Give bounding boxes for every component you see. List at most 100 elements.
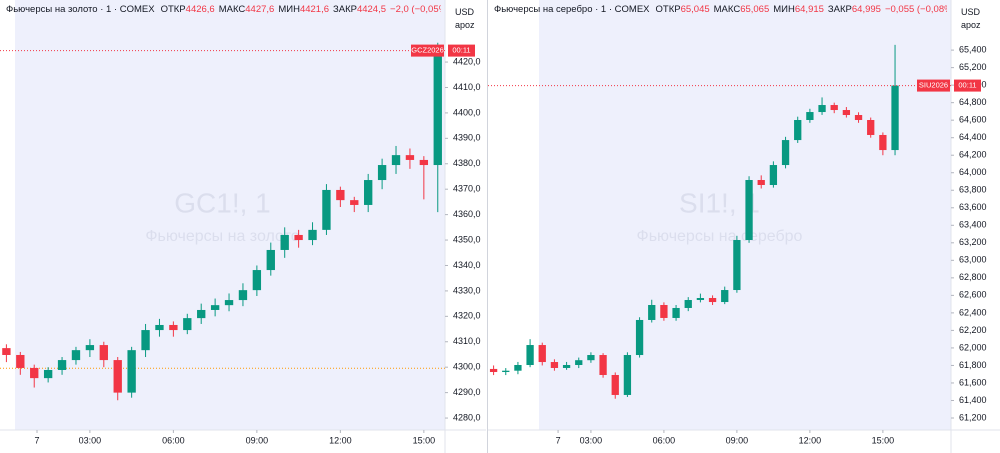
y-tick-label: 4330,0 — [453, 285, 481, 295]
candle-body — [197, 309, 206, 319]
watermark-subtitle: Фьючерсы на серебро — [637, 228, 803, 245]
candle-body — [433, 50, 442, 166]
candle-body — [733, 240, 741, 291]
currency: USD — [455, 7, 475, 17]
x-tick-label: 03:00 — [79, 435, 102, 445]
field-label: ЗАКР — [333, 4, 357, 15]
candle-body — [550, 362, 559, 368]
candle-body — [377, 165, 387, 181]
candle-body — [391, 155, 401, 166]
y-tick-label: 64,400 — [959, 132, 987, 142]
field-label: МАКС — [218, 4, 246, 15]
candle-body — [818, 105, 826, 113]
candle-body — [672, 307, 680, 318]
field-label: ОТКР — [655, 4, 681, 15]
currency-box[interactable]: USD apoz — [455, 6, 475, 32]
candle-body — [489, 368, 498, 373]
price-tag-bg — [917, 79, 950, 92]
y-tick-label: 65,400 — [959, 44, 987, 54]
candle-body — [867, 120, 875, 135]
candle-body — [587, 355, 595, 361]
candle-body — [526, 345, 534, 366]
y-tick-label: 4350,0 — [453, 234, 481, 244]
x-tick-label: 7 — [556, 435, 561, 445]
field-value: 4424,5 — [356, 4, 387, 15]
watermark-subtitle: Фьючерсы на золото — [145, 228, 299, 245]
y-tick-label: 4420,0 — [453, 56, 481, 66]
field-value: 4427,6 — [245, 4, 275, 15]
currency-note: apoz — [455, 20, 475, 30]
y-tick-label: 61,600 — [959, 377, 987, 387]
y-tick-label: 4400,0 — [453, 107, 481, 117]
y-tick-label: 62,000 — [959, 342, 987, 352]
candle-body — [169, 324, 178, 331]
candle-body — [502, 370, 510, 373]
candle-body — [419, 159, 429, 166]
y-tick-label: 64,000 — [959, 167, 987, 177]
candle-body — [308, 229, 317, 241]
candle-body — [224, 300, 234, 306]
candle-body — [879, 134, 887, 151]
currency-box[interactable]: USD apoz — [961, 6, 981, 32]
legend-header: Фьючерсы на серебро · 1 · COMEX ОТКР65,04… — [494, 4, 947, 15]
y-tick-label: 61,800 — [959, 360, 987, 370]
y-tick-label: 4300,0 — [453, 362, 481, 372]
field-value: 64,915 — [794, 4, 824, 15]
y-tick-label: 64,800 — [959, 97, 987, 107]
change: −2,0 (−0,05%) — [390, 4, 441, 15]
x-tick-label: 12:00 — [799, 435, 822, 445]
symbol-title: Фьючерсы на серебро · 1 · COMEX — [494, 4, 650, 15]
field-value: 65,045 — [680, 4, 710, 15]
field-value: 4426,6 — [185, 4, 215, 15]
price-tag-symbol: SIU2026 — [919, 81, 948, 90]
candle-body — [322, 189, 331, 230]
x-tick-label: 03:00 — [580, 435, 603, 445]
chart-svg: GC1!, 1 Фьючерсы на золото 4280,0 4290,0 430… — [0, 0, 486, 453]
y-tick-label: 64,200 — [959, 150, 987, 160]
x-tick-label: 12:00 — [329, 435, 352, 445]
candle-body — [891, 85, 899, 151]
y-tick-label: 4410,0 — [453, 82, 481, 92]
y-tick-label: 4280,0 — [453, 412, 481, 422]
y-tick-label: 4380,0 — [453, 158, 481, 168]
x-tick-label: 15:00 — [413, 435, 436, 445]
x-tick-label: 06:00 — [162, 435, 185, 445]
y-tick-label: 4310,0 — [453, 336, 481, 346]
x-tick-label: 09:00 — [726, 435, 749, 445]
y-tick-label: 64,600 — [959, 115, 987, 125]
price-tag-time: 00:11 — [958, 81, 976, 90]
candle-body — [350, 200, 359, 205]
y-tick-label: 63,200 — [959, 237, 987, 247]
candle-body — [684, 300, 692, 308]
y-tick-label: 63,600 — [959, 202, 987, 212]
candle-body — [183, 318, 192, 331]
y-tick-label: 63,000 — [959, 255, 987, 265]
candle-body — [575, 360, 583, 366]
candle-body — [2, 348, 11, 355]
y-tick-label: 62,600 — [959, 290, 987, 300]
candle-body — [16, 354, 25, 368]
y-tick-label: 61,200 — [959, 412, 987, 422]
candle-body — [141, 330, 150, 351]
session-shade — [15, 0, 445, 430]
y-tick-label: 4320,0 — [453, 311, 481, 321]
y-tick-label: 4290,0 — [453, 387, 481, 397]
candle-body — [623, 355, 632, 395]
candle-body — [514, 365, 522, 371]
silver-chart: SI1!, 1 Фьючерсы на серебро 61,200 61,400 61… — [487, 0, 1000, 453]
candle-body — [696, 297, 705, 301]
y-tick-label: 63,400 — [959, 220, 987, 230]
field-label: МИН — [278, 4, 300, 15]
field-label: ЗАКР — [827, 4, 852, 15]
field-label: ОТКР — [160, 4, 186, 15]
candle-body — [599, 355, 607, 375]
candle-body — [280, 234, 289, 250]
y-tick-label: 4340,0 — [453, 260, 481, 270]
y-tick-label: 4390,0 — [453, 133, 481, 143]
price-tag-bg — [448, 44, 475, 57]
x-tick-label: 7 — [35, 435, 40, 445]
y-tick-label: 62,800 — [959, 272, 987, 282]
candle-body — [238, 290, 248, 301]
currency-note: apoz — [961, 20, 981, 30]
